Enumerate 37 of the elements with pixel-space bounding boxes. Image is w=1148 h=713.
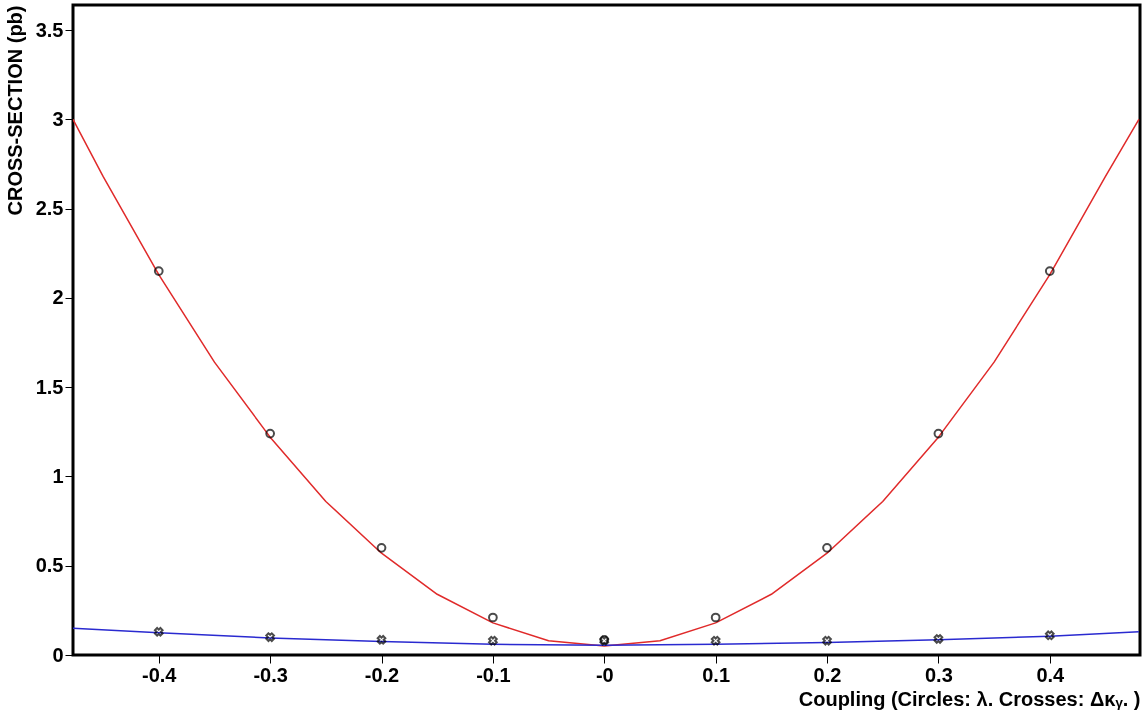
point	[933, 428, 944, 439]
x-tick-label: -0.3	[253, 663, 288, 686]
point	[1044, 266, 1055, 276]
x-axis-title: Coupling (Circles: λ. Crosses: Δκᵧ. )	[798, 687, 1141, 710]
x-tick-label: 0.2	[813, 663, 842, 686]
x-tick-label: 0.4	[1036, 663, 1066, 686]
x-tick-label: 0.3	[925, 663, 953, 686]
x-tick-label: -0	[595, 663, 614, 686]
point	[153, 626, 164, 637]
y-axis-title: CROSS-SECTION (pb)	[3, 5, 26, 216]
point	[822, 542, 832, 553]
y-tick-label: 3.5	[35, 18, 64, 41]
point	[153, 266, 164, 276]
point	[265, 632, 275, 642]
point	[376, 634, 387, 645]
point	[710, 612, 721, 623]
y-tick-label: 1	[52, 464, 64, 487]
point	[1044, 630, 1055, 641]
point	[933, 634, 944, 644]
y-tick-label: 2.5	[35, 197, 64, 220]
point	[488, 635, 498, 646]
y-tick-label: 0.5	[35, 554, 64, 577]
x-tick-label: -0.4	[142, 663, 178, 686]
point	[376, 542, 387, 553]
y-tick-label: 1.5	[35, 375, 64, 398]
y-tick-label: 2	[52, 286, 64, 309]
line-series	[73, 627, 1140, 646]
point	[488, 612, 498, 623]
x-tick-label: 0.1	[702, 663, 731, 686]
line-series	[73, 118, 1140, 647]
y-tick-label: 3	[52, 107, 64, 130]
x-tick-label: -0.2	[364, 663, 400, 686]
x-tick-label: -0.1	[476, 663, 511, 686]
point	[710, 635, 721, 646]
y-tick-label: 0	[52, 643, 64, 666]
point	[822, 635, 832, 646]
point	[265, 428, 276, 439]
